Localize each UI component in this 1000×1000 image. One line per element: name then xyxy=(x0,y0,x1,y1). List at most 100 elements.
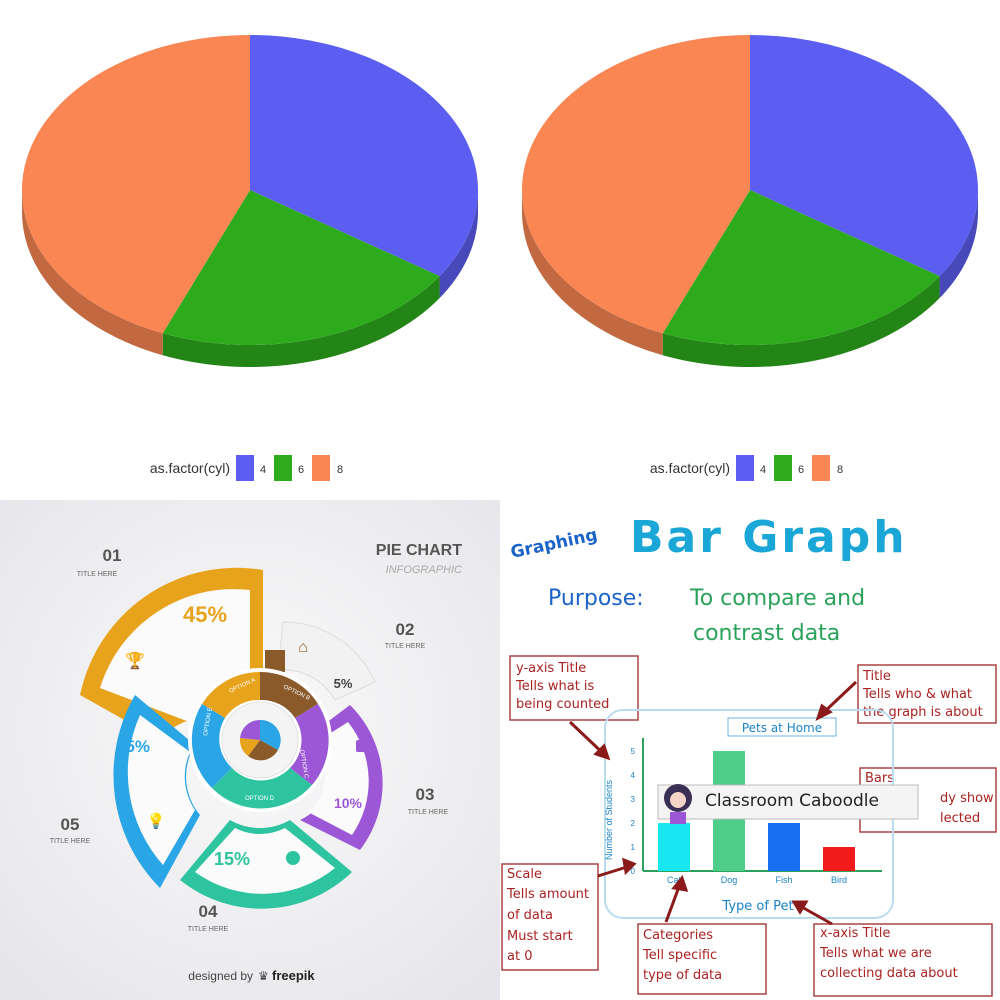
value-15: 15% xyxy=(214,849,250,869)
legend-swatch-4 xyxy=(236,455,254,481)
categories-box xyxy=(637,923,767,995)
legend-swatch-8 xyxy=(812,455,830,481)
arrow-head-categories xyxy=(671,874,689,892)
pie-legend: as.factor(cyl) 4 6 8 xyxy=(150,455,343,481)
banner-box xyxy=(657,784,919,820)
pie-side-8 xyxy=(22,190,163,356)
label-num-02: 02 xyxy=(396,620,415,639)
avatar-body xyxy=(670,812,686,824)
ring-option-c xyxy=(290,704,329,785)
legend-label-8: 8 xyxy=(837,464,843,476)
bar-cat xyxy=(658,823,690,871)
ring-option-d xyxy=(212,768,312,809)
legend-label-8: 8 xyxy=(337,464,343,476)
legend-title: as.factor(cyl) xyxy=(150,460,230,476)
label-num-03: 03 xyxy=(416,785,435,804)
legend-swatch-6 xyxy=(774,455,792,481)
pie-side-4 xyxy=(939,190,978,299)
arrow-xaxis xyxy=(799,904,833,926)
categories-line1: Categories xyxy=(643,928,713,943)
bars-box-line3: lected xyxy=(940,811,980,826)
label-num-04: 04 xyxy=(199,902,218,921)
ring-option-a xyxy=(202,671,260,718)
avatar-face xyxy=(670,792,686,808)
pie-infographic: OPTION A OPTION B OPTION C OPTION D OPTI… xyxy=(0,500,500,1000)
house-icon: ⌂ xyxy=(298,639,308,656)
arrow-categories xyxy=(664,883,682,923)
arrow-head-scale xyxy=(622,857,637,876)
infographic-title: PIE CHART xyxy=(376,542,462,559)
pie-chart-3d-left: as.factor(cyl) 4 6 8 xyxy=(22,35,479,481)
pie-infographic-panel: OPTION A OPTION B OPTION C OPTION D OPTI… xyxy=(0,500,500,1000)
y-tick-label: 0 xyxy=(631,867,636,876)
credit-prefix: designed by xyxy=(188,969,253,983)
bar-graph-poster: Graphing Bar Graph Purpose: To compare a… xyxy=(501,512,997,997)
pie-chart-panel-left: as.factor(cyl) 4 6 8 xyxy=(0,0,500,500)
legend-swatch-6 xyxy=(274,455,292,481)
label-num-05: 05 xyxy=(61,815,80,834)
ring-label-option-c: OPTION C xyxy=(298,749,309,779)
label-title-04: TITLE HERE xyxy=(188,926,229,933)
label-title-05: TITLE HERE xyxy=(50,838,91,845)
chart-title: Pets at Home xyxy=(742,721,822,735)
arrow-head-xaxis xyxy=(791,900,809,915)
pie-slice-8 xyxy=(522,35,750,334)
yaxis-box-line2: Tells what is xyxy=(515,679,595,694)
y-tick-label: 5 xyxy=(631,747,636,756)
bar-fish xyxy=(768,823,800,871)
legend-label-4: 4 xyxy=(760,464,766,476)
segment-25-inner xyxy=(127,715,195,865)
segment-5-accent xyxy=(265,650,285,672)
legend-label-6: 6 xyxy=(798,464,804,476)
categories-line2: Tell specific xyxy=(642,948,717,963)
y-tick-label: 2 xyxy=(631,819,636,828)
scale-line1: Scale xyxy=(507,867,542,882)
pie-side-8 xyxy=(522,190,663,356)
label-title-01: TITLE HERE xyxy=(77,571,118,578)
x-tick-label-cat: Cat xyxy=(667,875,682,885)
y-tick-label: 3 xyxy=(631,795,636,804)
legend-swatch-4 xyxy=(736,455,754,481)
coin-icon xyxy=(286,851,300,865)
scale-box xyxy=(501,863,599,971)
legend-label-6: 6 xyxy=(298,464,304,476)
pie-slice-6 xyxy=(662,190,940,345)
segment-15-inner xyxy=(195,828,335,894)
title-box-line2: Tells who & what xyxy=(862,687,972,702)
bar-category-labels: Cat Dog Fish Bird xyxy=(667,875,847,885)
pie-slice-8 xyxy=(22,35,251,334)
trophy-icon: 🏆 xyxy=(125,651,145,670)
annotation-arrows xyxy=(568,680,858,926)
pie-legend: as.factor(cyl) 4 6 8 xyxy=(650,455,843,481)
ring-option-e xyxy=(191,704,232,788)
title-box-line1: Title xyxy=(862,669,891,684)
legend-title: as.factor(cyl) xyxy=(650,460,730,476)
value-5: 5% xyxy=(334,676,353,691)
credit-brand: freepik xyxy=(272,968,315,983)
x-tick-label-fish: Fish xyxy=(775,875,792,885)
title-box xyxy=(857,664,997,724)
scale-line2: Tells amount xyxy=(506,887,589,902)
pie-slice-4 xyxy=(250,35,479,277)
ring-label-option-d: OPTION D xyxy=(245,796,275,802)
poster-graphing-label: Graphing xyxy=(509,525,599,563)
chart-xlabel: Type of Pet xyxy=(721,899,793,914)
pie-side-6 xyxy=(662,276,940,367)
label-num-01: 01 xyxy=(103,546,122,565)
label-title-03: TITLE HERE xyxy=(408,809,449,816)
wallet-icon xyxy=(356,740,372,752)
banner-text: Classroom Caboodle xyxy=(705,791,879,811)
poster-title: Bar Graph xyxy=(630,512,908,563)
xaxis-box-line1: x-axis Title xyxy=(820,926,890,941)
xaxis-title-box xyxy=(813,923,993,997)
xaxis-box-line3: collecting data about xyxy=(820,966,958,981)
scale-line5: at 0 xyxy=(507,949,532,964)
categories-line3: type of data xyxy=(643,968,722,983)
value-45: 45% xyxy=(183,602,227,627)
title-box-line3: the graph is about xyxy=(863,705,983,720)
y-tick-label: 4 xyxy=(631,771,636,780)
lightbulb-icon: 💡 xyxy=(147,812,166,830)
bars-box-line2: dy show xyxy=(940,791,994,806)
poster-purpose-line2: contrast data xyxy=(693,621,840,646)
center-mini-pie xyxy=(239,719,281,761)
